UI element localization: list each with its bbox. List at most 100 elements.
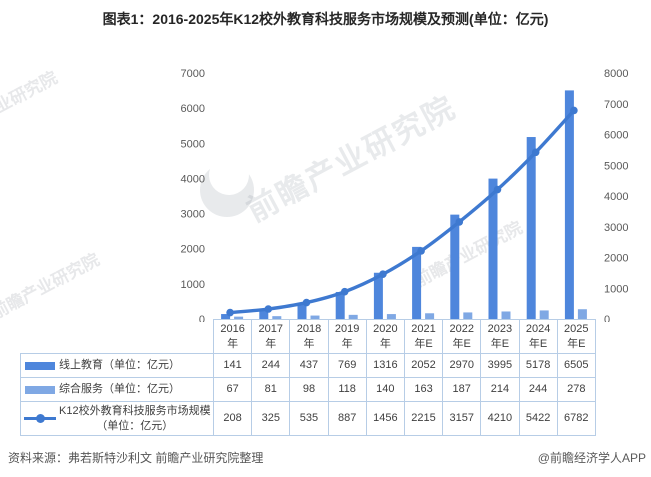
value-cell-2025年E: 6505 (556, 353, 596, 378)
value-cell-2016年: 141 (212, 353, 253, 378)
bar-online-education-2018年 (297, 303, 307, 319)
right-axis-tick: 6000 (604, 130, 628, 142)
line-marker-2019年 (340, 287, 349, 296)
line-marker-2020年 (379, 270, 387, 279)
year-header-2018年: 2018 年 (289, 319, 329, 354)
value-cell-2024年E: 5422 (518, 401, 558, 436)
bar-online-education-2020年 (373, 272, 383, 319)
bar-online-education-2016年 (221, 314, 231, 319)
market-size-line (228, 108, 576, 315)
table-row: 线上教育（单位：亿元） 141 244 437 769 1316 2052 2970 3995 5… (20, 353, 596, 378)
bar-comprehensive-services-2018年 (310, 315, 320, 319)
bar-comprehensive-services-2022年E (463, 312, 473, 319)
line-marker-2017年 (264, 305, 273, 313)
bar-online-education-2019年 (335, 291, 345, 319)
value-cell-2022年E: 2970 (442, 353, 482, 378)
value-cell-2017年: 325 (251, 401, 291, 436)
value-cell-2018年: 535 (289, 401, 329, 436)
year-header-2020年: 2020 年 (365, 319, 405, 354)
left-axis-tick: 3000 (181, 209, 205, 221)
year-header-2021年E: 2021 年E (403, 319, 444, 354)
value-cell-2020年: 140 (365, 377, 405, 402)
table-row: K12校外教育科技服务市场规模 （单位：亿元） 208 325 535 887 1456 22… (20, 401, 596, 436)
value-cell-2019年: 887 (327, 401, 367, 436)
left-axis-tick: 6000 (181, 103, 205, 115)
right-axis-tick: 8000 (604, 68, 628, 80)
right-axis-tick: 4000 (604, 191, 628, 203)
table-header-row: 2016 年 2017 年 2018 年 2019 年 2020 年 2021 年E 2022 年E 202… (20, 319, 596, 354)
legend-label: 线上教育（单位：亿元） (59, 359, 180, 371)
value-cell-2024年E: 244 (518, 377, 558, 402)
year-header-2019年: 2019 年 (327, 319, 367, 354)
value-cell-2018年: 98 (289, 377, 329, 402)
value-cell-2020年: 1456 (365, 401, 405, 436)
bar-comprehensive-services-2023年E (501, 311, 511, 319)
value-cell-2019年: 769 (327, 353, 367, 378)
bar-online-education-2023年E (488, 178, 498, 319)
left-axis-tick: 0 (199, 314, 205, 322)
value-cell-2022年E: 3157 (442, 401, 482, 436)
row-label-3: K12校外教育科技服务市场规模 （单位：亿元） (20, 401, 214, 436)
value-cell-2025年E: 6782 (556, 401, 596, 436)
bar-online-education-2022年E (450, 214, 460, 319)
source-note: 资料来源：弗若斯特沙利文 前瞻产业研究院整理 (8, 451, 264, 465)
legend-label: K12校外教育科技服务市场规模 （单位：亿元） (59, 404, 211, 432)
value-cell-2025年E: 278 (556, 377, 596, 402)
value-cell-2023年E: 4210 (480, 401, 520, 436)
data-table: 2016 年 2017 年 2018 年 2019 年 2020 年 2021 年E 2022 年E 202… (20, 319, 596, 436)
value-cell-2019年: 118 (327, 377, 367, 402)
value-cell-2017年: 244 (251, 353, 291, 378)
year-header-2022年E: 2022 年E (442, 319, 482, 354)
chart-canvas: 0 1000 2000 3000 4000 5000 6000 7000 0 1000 2000 30… (181, 68, 629, 322)
right-axis-tick: 2000 (604, 253, 628, 265)
right-axis-tick: 1000 (604, 283, 628, 295)
value-cell-2023年E: 3995 (480, 353, 520, 378)
left-axis-tick: 5000 (181, 138, 205, 150)
bar-comprehensive-services-2017年 (272, 316, 282, 319)
legend-label: 综合服务（单位：亿元） (59, 383, 180, 395)
value-cell-2020年: 1316 (365, 353, 405, 378)
bar-online-education-2024年E (526, 137, 536, 319)
line-marker-2021年E (417, 247, 425, 255)
bar-comprehensive-services-2025年E (577, 309, 587, 319)
brand-credit: @前瞻经济学人APP (537, 451, 646, 465)
year-header-2016年: 2016 年 (212, 319, 253, 354)
value-cell-2021年E: 2052 (403, 353, 444, 378)
table-row: 综合服务（单位：亿元） 67 81 98 118 140 163 187 214 244 278 (20, 377, 596, 402)
bar-comprehensive-services-2020年 (386, 314, 396, 319)
right-axis-tick: 7000 (604, 99, 628, 111)
legend-bar-swatch-icon (25, 361, 55, 370)
value-cell-2018年: 437 (289, 353, 329, 378)
value-cell-2021年E: 2215 (403, 401, 444, 436)
line-marker-2023年E (493, 185, 502, 194)
bar-online-education-2021年E (412, 246, 422, 319)
row-label-1: 线上教育（单位：亿元） (20, 353, 214, 378)
value-cell-2021年E: 163 (403, 377, 444, 402)
bar-comprehensive-services-2019年 (348, 314, 358, 319)
right-axis-tick: 3000 (604, 222, 628, 234)
row-label-2: 综合服务（单位：亿元） (20, 377, 214, 402)
value-cell-2017年: 81 (251, 377, 291, 402)
left-axis-tick: 2000 (181, 244, 205, 256)
right-axis-tick: 0 (604, 314, 610, 322)
left-axis-tick: 4000 (181, 173, 205, 185)
value-cell-2024年E: 5178 (518, 353, 558, 378)
line-marker-2018年 (302, 298, 311, 307)
value-cell-2023年E: 214 (480, 377, 520, 402)
value-cell-2016年: 67 (212, 377, 253, 402)
left-axis-tick: 1000 (181, 279, 205, 291)
bar-comprehensive-services-2016年 (234, 316, 244, 319)
bar-online-education-2017年 (259, 310, 269, 319)
left-axis-tick: 7000 (181, 68, 205, 80)
bar-comprehensive-services-2024年E (539, 310, 549, 319)
table-corner-cell (20, 319, 214, 354)
bar-comprehensive-services-2021年E (425, 313, 435, 319)
year-header-2017年: 2017 年 (251, 319, 291, 354)
year-header-2023年E: 2023 年E (480, 319, 520, 354)
line-marker-2022年E (455, 218, 464, 226)
year-header-2024年E: 2024 年E (518, 319, 558, 354)
line-marker-2025年E (570, 106, 578, 115)
line-marker-2016年 (226, 308, 234, 317)
year-header-2025年E: 2025 年E (556, 319, 596, 354)
